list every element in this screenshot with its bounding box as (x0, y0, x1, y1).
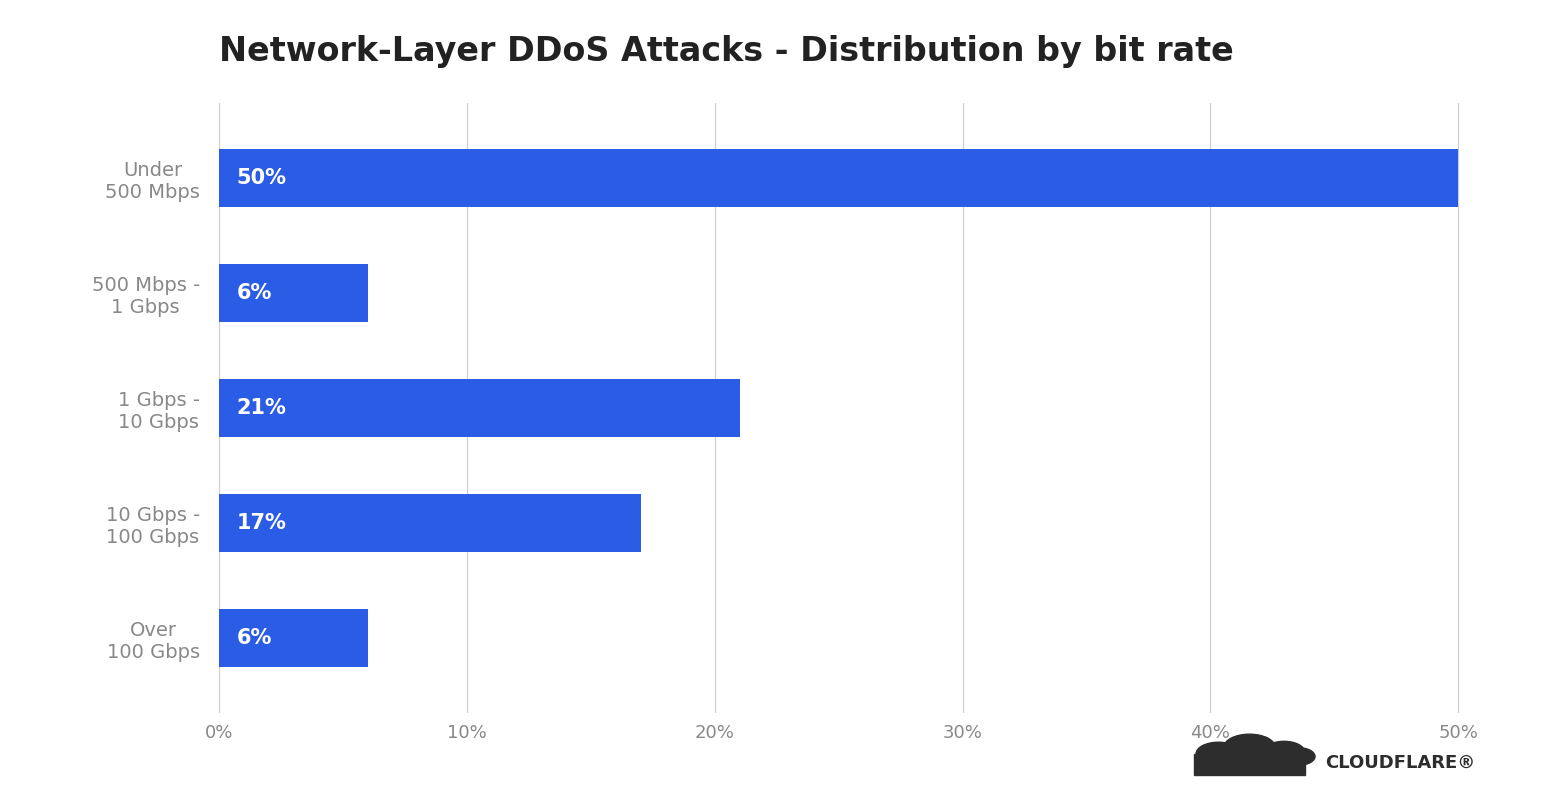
Bar (219, 494, 641, 552)
Circle shape (1280, 748, 1315, 765)
Text: 17%: 17% (237, 513, 287, 533)
Text: 6%: 6% (237, 283, 273, 303)
Text: 21%: 21% (237, 398, 287, 418)
Circle shape (1263, 741, 1305, 763)
Bar (1194, 754, 1305, 775)
Circle shape (1224, 734, 1276, 761)
Bar (219, 609, 368, 667)
Circle shape (1196, 742, 1241, 765)
Text: 6%: 6% (237, 628, 273, 648)
Text: CLOUDFLARE®: CLOUDFLARE® (1326, 754, 1476, 771)
Bar (219, 149, 1457, 207)
Bar (219, 379, 740, 436)
Bar (219, 264, 368, 322)
Text: Network-Layer DDoS Attacks - Distribution by bit rate: Network-Layer DDoS Attacks - Distributio… (219, 36, 1235, 68)
Text: 50%: 50% (237, 168, 287, 188)
